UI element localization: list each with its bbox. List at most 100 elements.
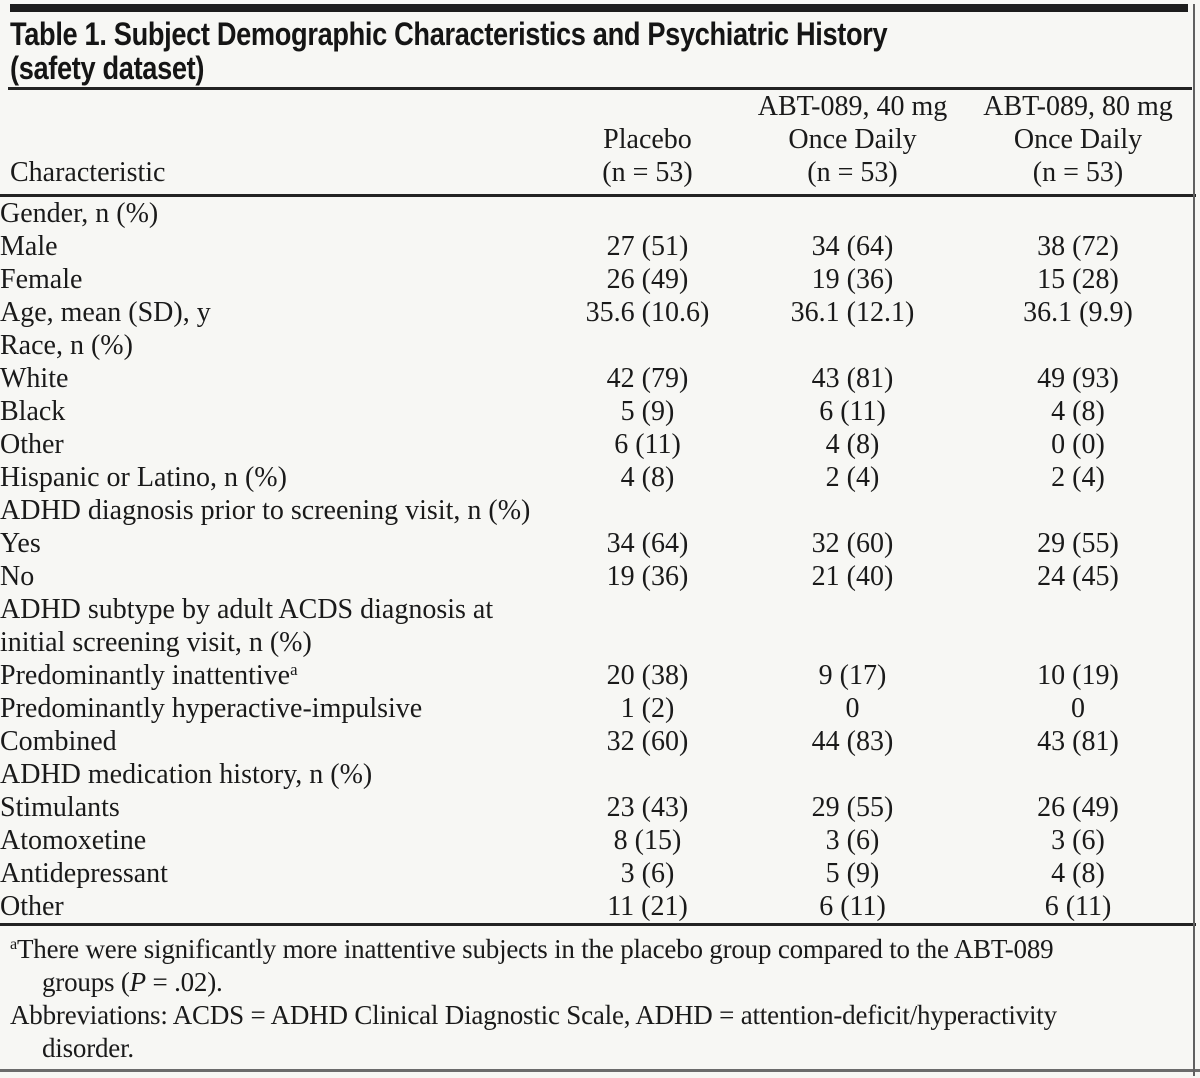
cell-placebo: 3 (6) bbox=[620, 858, 675, 889]
cell-abt089-40mg: 6 (11) bbox=[745, 890, 960, 926]
cell-abt089-80mg: 36.1 (9.9) bbox=[1023, 297, 1133, 328]
cell-abt089-80mg bbox=[960, 593, 1196, 626]
column-header-characteristic: Characteristic bbox=[0, 90, 550, 197]
table-row: Female 26 (49) 19 (36) 15 (28) bbox=[0, 263, 1196, 296]
cell-placebo: 19 (36) bbox=[606, 561, 689, 592]
cell-placebo: 42 (79) bbox=[606, 363, 689, 394]
page-edge-line bbox=[1193, 4, 1195, 1076]
footnote-a-line2: groups (P = .02). bbox=[42, 967, 223, 997]
table-row: Predominantly hyperactive-impulsive 1 (2… bbox=[0, 692, 1196, 725]
top-heavy-rule bbox=[10, 4, 1188, 12]
cell-abt089-80mg: 43 (81) bbox=[1037, 726, 1119, 757]
cell-placebo: 8 (15) bbox=[613, 825, 682, 856]
row-label: Gender, n (%) bbox=[0, 198, 159, 229]
cell-abt089-40mg: 3 (6) bbox=[825, 825, 880, 856]
cell-abt089-40mg: 36.1 (12.1) bbox=[790, 297, 915, 328]
table-row: White 42 (79) 43 (81) 49 (93) bbox=[0, 362, 1196, 395]
row-label: Atomoxetine bbox=[0, 825, 147, 856]
title-separator-rule bbox=[8, 87, 1192, 90]
cell-placebo: 34 (64) bbox=[606, 528, 689, 559]
cell-abt089-80mg: 49 (93) bbox=[1037, 363, 1119, 394]
cell-placebo bbox=[550, 593, 745, 626]
table-row: Combined 32 (60) 44 (83) 43 (81) bbox=[0, 725, 1196, 758]
cell-abt089-80mg: 10 (19) bbox=[1037, 660, 1119, 691]
row-label: Other bbox=[0, 890, 550, 926]
cell-placebo: 5 (9) bbox=[620, 396, 675, 427]
cell-abt089-40mg bbox=[745, 593, 960, 626]
cell-abt089-80mg: 6 (11) bbox=[960, 890, 1196, 926]
cell-placebo: 26 (49) bbox=[606, 264, 689, 295]
bottom-rule bbox=[0, 1069, 1200, 1072]
column-header-abt089-40mg: ABT-089, 40 mg Once Daily (n = 53) bbox=[745, 90, 960, 197]
cell-placebo: 11 (21) bbox=[550, 890, 745, 926]
cell-abt089-80mg: 15 (28) bbox=[1037, 264, 1119, 295]
cell-abt089-80mg: 4 (8) bbox=[1051, 396, 1105, 427]
table-row: Other 11 (21) 6 (11) 6 (11) bbox=[0, 890, 1196, 926]
cell-abt089-80mg bbox=[960, 196, 1196, 231]
cell-abt089-80mg: 38 (72) bbox=[1037, 231, 1119, 262]
table-row: Atomoxetine 8 (15) 3 (6) 3 (6) bbox=[0, 824, 1196, 857]
row-label: Predominantly inattentivea bbox=[0, 659, 298, 691]
p-value-symbol: P bbox=[129, 967, 147, 997]
cell-abt089-40mg: 2 (4) bbox=[825, 462, 880, 493]
cell-placebo: 1 (2) bbox=[620, 693, 675, 724]
demographics-table: Characteristic Placebo (n = 53) ABT-089,… bbox=[0, 90, 1196, 926]
cell-abt089-80mg: 29 (55) bbox=[1037, 528, 1119, 559]
cell-abt089-40mg: 29 (55) bbox=[811, 792, 894, 823]
cell-abt089-80mg bbox=[960, 329, 1196, 362]
table-title-line2: (safety dataset) bbox=[10, 50, 205, 86]
cell-abt089-80mg: 4 (8) bbox=[1051, 858, 1105, 889]
cell-abt089-40mg: 19 (36) bbox=[811, 264, 894, 295]
cell-abt089-80mg bbox=[960, 758, 1196, 791]
table-row: Stimulants 23 (43) 29 (55) 26 (49) bbox=[0, 791, 1196, 824]
header-row: Characteristic Placebo (n = 53) ABT-089,… bbox=[0, 90, 1196, 197]
cell-abt089-40mg bbox=[745, 494, 960, 527]
cell-abt089-80mg bbox=[960, 626, 1196, 659]
row-label: ADHD subtype by adult ACDS diagnosis at bbox=[0, 594, 494, 625]
cell-placebo: 27 (51) bbox=[606, 231, 689, 262]
cell-abt089-80mg: 24 (45) bbox=[1037, 561, 1119, 592]
cell-placebo: 32 (60) bbox=[606, 726, 689, 757]
cell-placebo bbox=[550, 626, 745, 659]
row-label: Male bbox=[0, 231, 58, 262]
footnotes: aThere were significantly more inattenti… bbox=[10, 933, 1196, 1065]
footnote-abbreviations-line2: disorder. bbox=[42, 1033, 134, 1063]
footnote-a-line1: aThere were significantly more inattenti… bbox=[10, 934, 1054, 964]
table-row: Male 27 (51) 34 (64) 38 (72) bbox=[0, 230, 1196, 263]
cell-abt089-40mg bbox=[745, 196, 960, 231]
column-header-placebo: Placebo (n = 53) bbox=[550, 90, 745, 197]
table-row: ADHD medication history, n (%) bbox=[0, 758, 1196, 791]
cell-abt089-40mg: 9 (17) bbox=[818, 660, 887, 691]
cell-abt089-40mg: 34 (64) bbox=[811, 231, 894, 262]
row-label: Hispanic or Latino, n (%) bbox=[0, 462, 287, 493]
cell-abt089-40mg: 44 (83) bbox=[811, 726, 894, 757]
table-row: Age, mean (SD), y 35.6 (10.6) 36.1 (12.1… bbox=[0, 296, 1196, 329]
row-label: ADHD medication history, n (%) bbox=[0, 759, 373, 790]
cell-placebo bbox=[550, 196, 745, 231]
cell-abt089-40mg: 4 (8) bbox=[825, 429, 880, 460]
row-label: Yes bbox=[0, 528, 41, 559]
table-row: Yes 34 (64) 32 (60) 29 (55) bbox=[0, 527, 1196, 560]
row-label: Combined bbox=[0, 726, 117, 757]
row-label: Antidepressant bbox=[0, 858, 168, 889]
cell-abt089-40mg bbox=[745, 758, 960, 791]
row-label: Black bbox=[0, 396, 66, 427]
footnote-abbreviations-line1: Abbreviations: ACDS = ADHD Clinical Diag… bbox=[10, 1000, 1057, 1030]
cell-placebo: 6 (11) bbox=[614, 429, 681, 460]
row-label: Stimulants bbox=[0, 792, 120, 823]
cell-abt089-80mg: 0 bbox=[1071, 693, 1085, 724]
table-row: Black 5 (9) 6 (11) 4 (8) bbox=[0, 395, 1196, 428]
row-label: Age, mean (SD), y bbox=[0, 297, 211, 328]
table-row: ADHD subtype by adult ACDS diagnosis at bbox=[0, 593, 1196, 626]
cell-abt089-40mg: 32 (60) bbox=[811, 528, 894, 559]
cell-abt089-80mg: 2 (4) bbox=[1051, 462, 1105, 493]
cell-placebo: 20 (38) bbox=[606, 660, 689, 691]
table-row: Predominantly inattentivea 20 (38) 9 (17… bbox=[0, 659, 1196, 692]
table-row: ADHD diagnosis prior to screening visit,… bbox=[0, 494, 1196, 527]
cell-abt089-40mg: 43 (81) bbox=[811, 363, 894, 394]
table-row: Hispanic or Latino, n (%) 4 (8) 2 (4) 2 … bbox=[0, 461, 1196, 494]
cell-abt089-80mg bbox=[960, 494, 1196, 527]
row-label: No bbox=[0, 561, 35, 592]
table-row: Gender, n (%) bbox=[0, 196, 1196, 231]
